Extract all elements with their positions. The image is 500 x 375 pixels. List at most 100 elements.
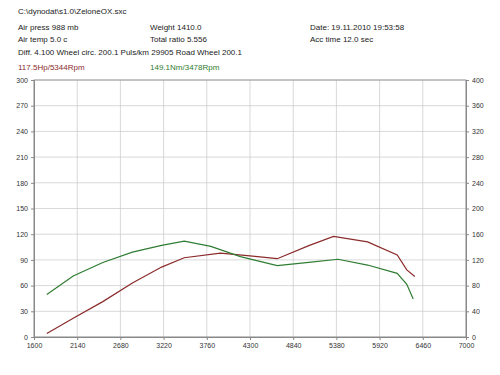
tick: 2140 [70,337,86,349]
tick-mark [207,337,208,340]
tick: 150 [16,205,34,212]
tick-label: 400 [472,77,484,84]
tick-mark [293,337,294,340]
tick-mark [31,337,34,338]
tick-mark [120,337,121,340]
grid-line [34,182,466,183]
tick: 270 [16,102,34,109]
tick-label: 7000 [459,342,475,349]
tick: 300 [16,77,34,84]
grid-line [34,311,466,312]
tick: 5380 [329,337,345,349]
tick-label: 200 [472,205,484,212]
tick-label: 240 [16,128,28,135]
tick: 6460 [416,337,432,349]
tick-label: 5920 [372,342,388,349]
x-axis: 1600214026803220376043004840538059206460… [27,337,475,349]
grid-line [34,131,466,132]
tick-mark [466,209,469,210]
tick-mark [466,106,469,107]
tick-mark [31,106,34,107]
plot-area [47,236,415,333]
tick-mark [466,157,469,158]
tick: 5920 [372,337,388,349]
tick-mark [466,131,469,132]
tick-mark [31,311,34,312]
tick-mark [466,260,469,261]
grid-line [34,208,466,209]
tick-label: 300 [16,77,28,84]
tick: 90 [20,257,34,264]
grid-line [34,157,466,158]
tick-label: 4300 [243,342,259,349]
tick: 240 [16,128,34,135]
tick-label: 2140 [70,342,86,349]
tick-mark [164,337,165,340]
annotation: Date: 19.11.2010 19:53:58 [310,23,405,32]
tick: 280 [466,154,484,161]
annotation: Air press 988 mb [18,23,79,32]
annotation: 117.5Hp/5344Rpm [18,63,85,72]
tick-mark [466,183,469,184]
tick-mark [31,234,34,235]
tick-label: 240 [472,180,484,187]
tick-label: 360 [472,102,484,109]
tick-label: 0 [472,334,476,341]
tick: 400 [466,77,484,84]
tick-mark [466,80,469,81]
tick: 40 [466,308,480,315]
annotation: Total ratio 5.556 [150,35,207,44]
tick-label: 180 [16,180,28,187]
tick: 2680 [113,337,129,349]
tick-mark [31,80,34,81]
tick: 1600 [27,337,43,349]
tick-label: 120 [16,231,28,238]
tick-label: 30 [20,308,28,315]
y-axis: 0 30 60 90 120 150 180 210 240 270 300 [16,77,34,341]
axis-line [35,338,467,341]
tick-label: 0 [24,334,28,341]
axis-line [467,81,470,338]
axis-line [31,81,35,338]
tick-label: 5380 [329,342,345,349]
tick-label: 2680 [113,342,129,349]
tick: 210 [16,154,34,161]
tick: 240 [466,180,484,187]
annotation: Diff. 4.100 Wheel circ. 200.1 Puls/km 29… [18,48,243,57]
tick: 160 [466,231,484,238]
tick-mark [466,234,469,235]
tick-label: 280 [472,154,484,161]
tick: 200 [466,205,484,212]
tick-label: 210 [16,154,28,161]
tick-label: 90 [20,257,28,264]
tick-mark [250,337,251,340]
tick: 4840 [286,337,302,349]
tick: 320 [466,128,484,135]
chart: C:\dynodat\s1.0\ZeloneOX.sxc Weight 1410.… [0,0,500,375]
annotation: Weight 1410.0 [150,23,202,32]
tick: 120 [16,231,34,238]
series-line [47,241,413,299]
tick-mark [31,183,34,184]
tick-label: 270 [16,102,28,109]
tick: 60 [20,282,34,289]
tick-label: 1600 [27,342,43,349]
annotation: Acc time 12.0 sec [310,35,373,44]
tick: 0 [466,334,476,341]
title: C:\dynodat\s1.0\ZeloneOX.sxc [18,7,127,16]
tick-label: 320 [472,128,484,135]
annotation: Air temp 5.0 c [18,35,67,44]
grid-line [34,285,466,286]
tick-mark [77,337,78,340]
background [0,0,500,375]
tick-label: 80 [472,282,480,289]
tick-mark [31,260,34,261]
tick-mark [380,337,381,340]
grid-line [34,105,466,106]
tick: 120 [466,257,484,264]
tick: 30 [20,308,34,315]
grid [34,80,466,337]
tick-mark [466,337,469,338]
tick: 4300 [243,337,259,349]
tick-label: 4840 [286,342,302,349]
